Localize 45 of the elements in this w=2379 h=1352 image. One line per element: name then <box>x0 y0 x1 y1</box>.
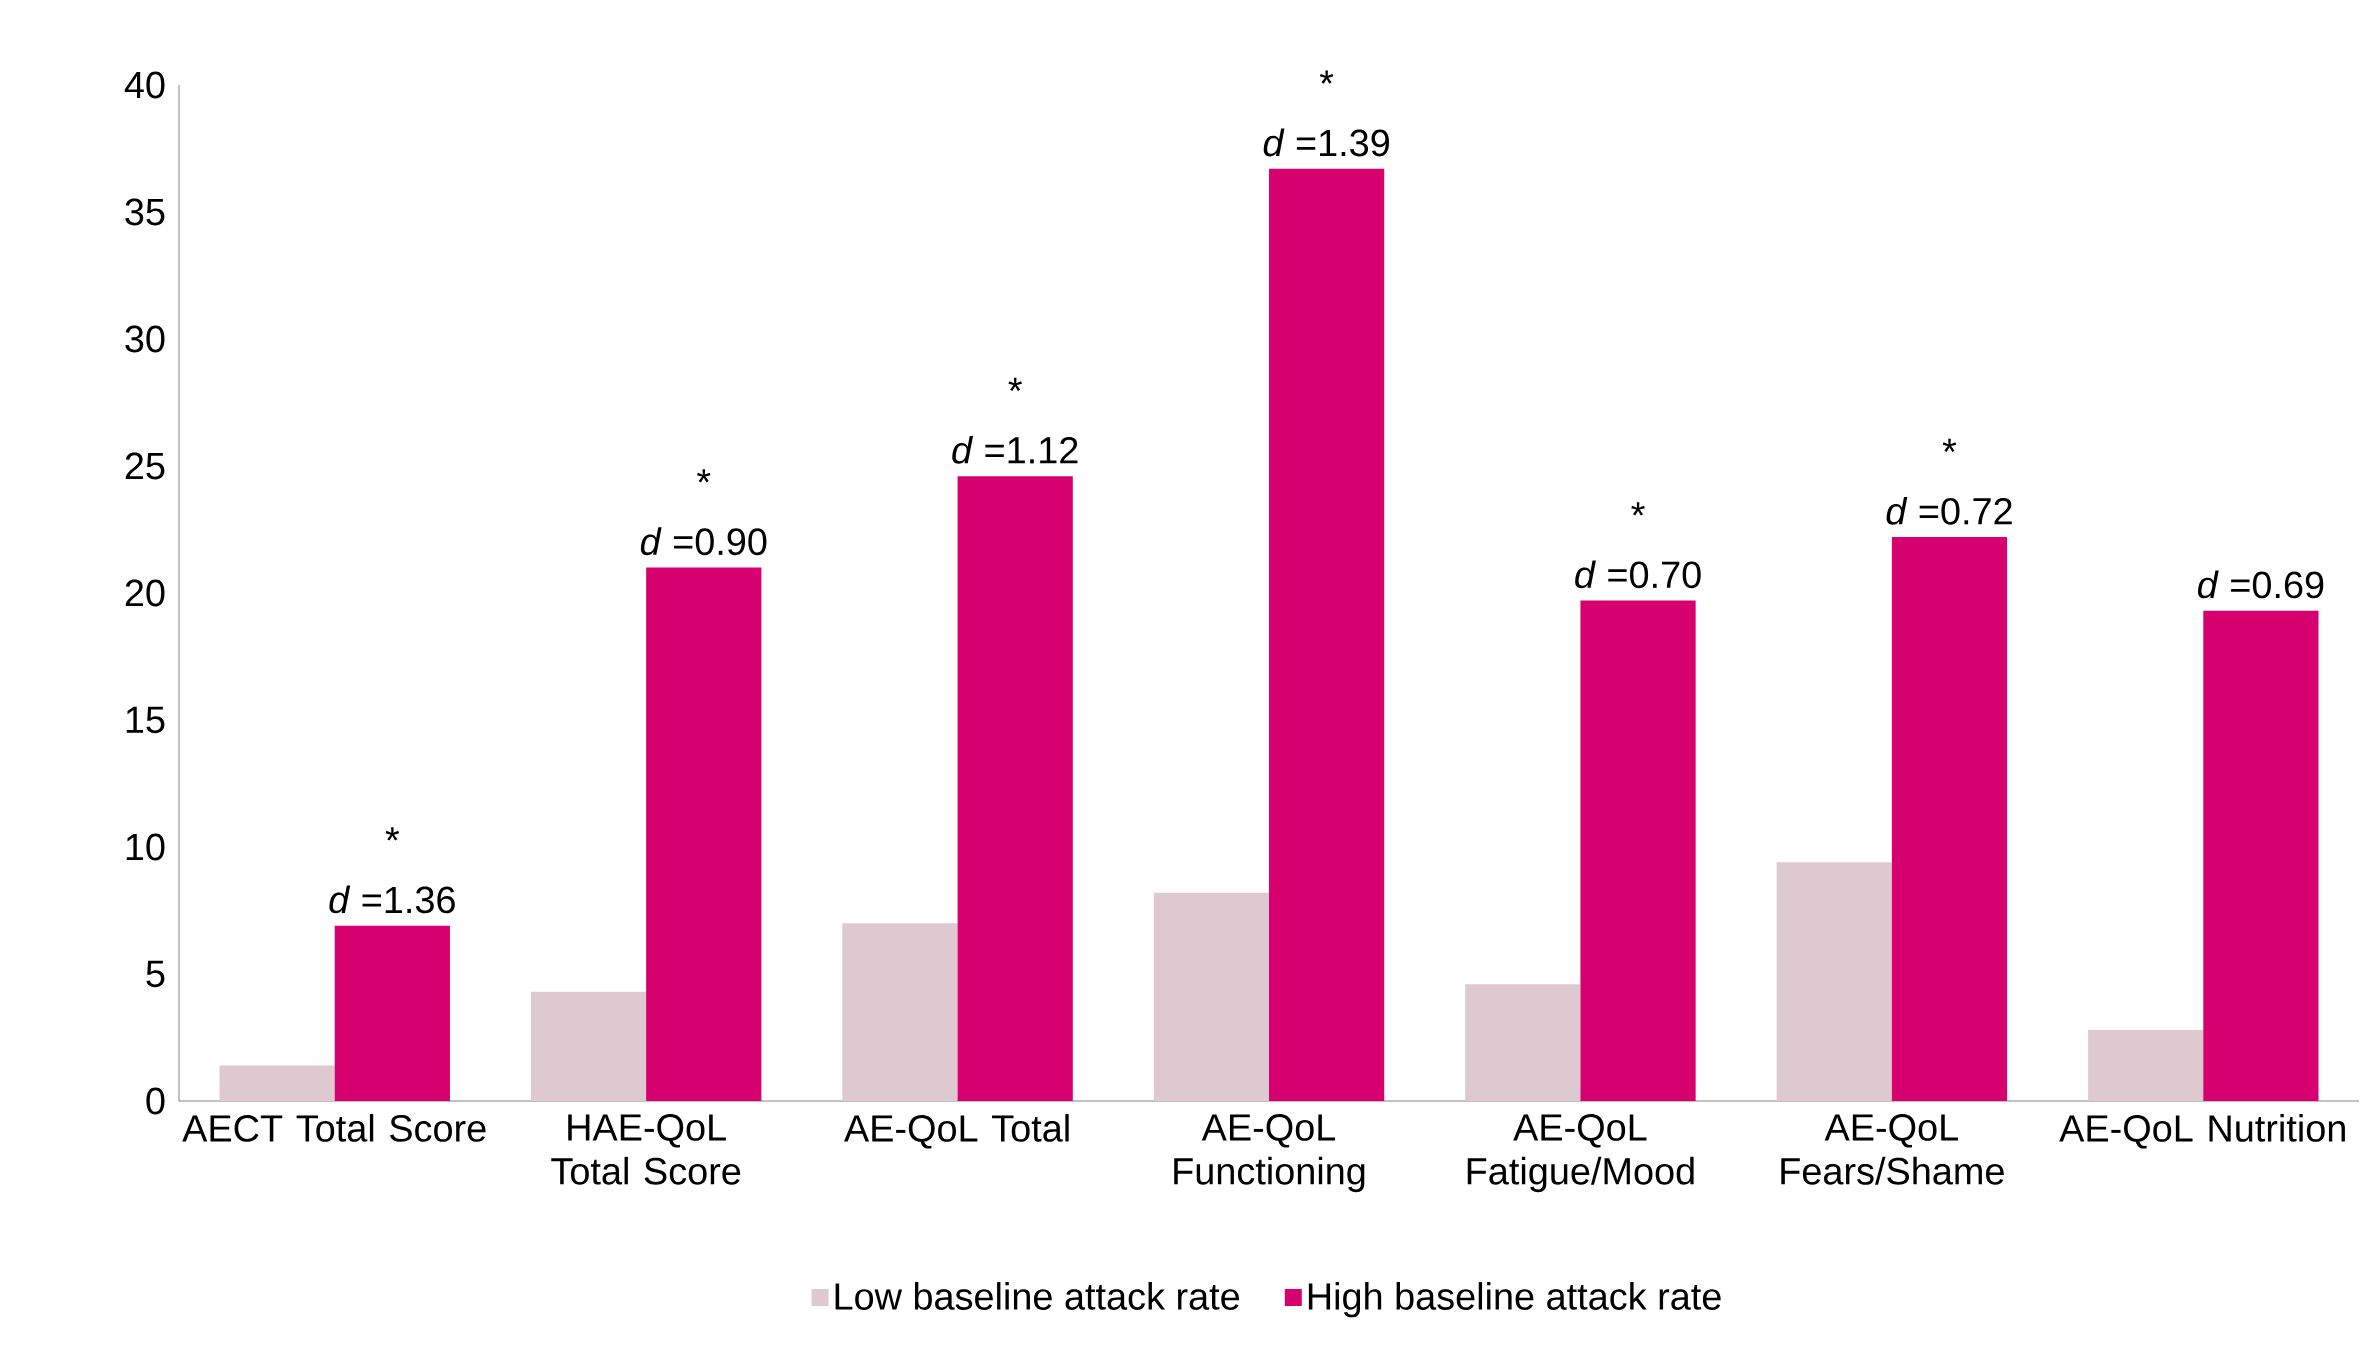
bar <box>957 476 1073 1101</box>
x-tick-label: AE-QoL Total <box>844 1114 1069 1149</box>
bar <box>1776 862 1892 1101</box>
annotation: * <box>1631 502 1645 516</box>
x-tick-label: HAE-QoL Total Score <box>551 1114 741 1185</box>
y-tick-label: 20 <box>125 579 165 607</box>
bar <box>646 567 762 1101</box>
legend-label: High baseline attack rate <box>1308 1282 1721 1318</box>
bar <box>842 923 958 1101</box>
bar <box>1269 168 1385 1101</box>
annotation: d =1.36 <box>329 885 455 914</box>
bar <box>530 991 647 1101</box>
annotation: * <box>1319 70 1334 84</box>
annotation: d =1.12 <box>952 435 1078 464</box>
bar <box>1580 600 1696 1101</box>
bar <box>1153 892 1269 1101</box>
bar <box>2088 1029 2204 1101</box>
bar <box>219 1065 335 1101</box>
bar <box>1891 537 2008 1101</box>
annotation: d =0.72 <box>1886 496 2012 525</box>
x-tick-label: AE-QoL Fatigue/Mood <box>1467 1114 1694 1193</box>
annotation: d =0.70 <box>1575 560 1701 589</box>
y-tick-label: 40 <box>124 71 165 99</box>
annotation: d =0.69 <box>2198 570 2324 599</box>
annotation: * <box>1942 438 1957 452</box>
x-tick-label: AE-QoL Nutrition <box>2059 1114 2345 1149</box>
bar <box>334 925 450 1101</box>
annotation: d =1.39 <box>1263 128 1389 157</box>
annotation: d =0.90 <box>640 527 767 556</box>
y-tick-label: 0 <box>146 1087 165 1115</box>
bar <box>2203 610 2319 1101</box>
annotation: * <box>385 827 400 841</box>
x-tick-label: AECT Total Score <box>182 1114 486 1142</box>
y-tick-label: 10 <box>126 833 165 861</box>
bar <box>1465 984 1581 1101</box>
y-tick-label: 30 <box>125 325 165 353</box>
y-tick-label: 15 <box>126 706 165 734</box>
legend-label: Low baseline attack rate <box>835 1282 1240 1310</box>
x-tick-label: AE-QoL Functioning <box>1174 1114 1365 1193</box>
annotation: * <box>1008 377 1022 392</box>
x-tick-label: AE-QoL Fears/Shame <box>1781 1114 2004 1185</box>
y-tick-label: 35 <box>125 198 165 226</box>
y-tick-label: 5 <box>146 960 165 988</box>
y-tick-label: 25 <box>125 452 165 480</box>
annotation: * <box>697 469 711 483</box>
